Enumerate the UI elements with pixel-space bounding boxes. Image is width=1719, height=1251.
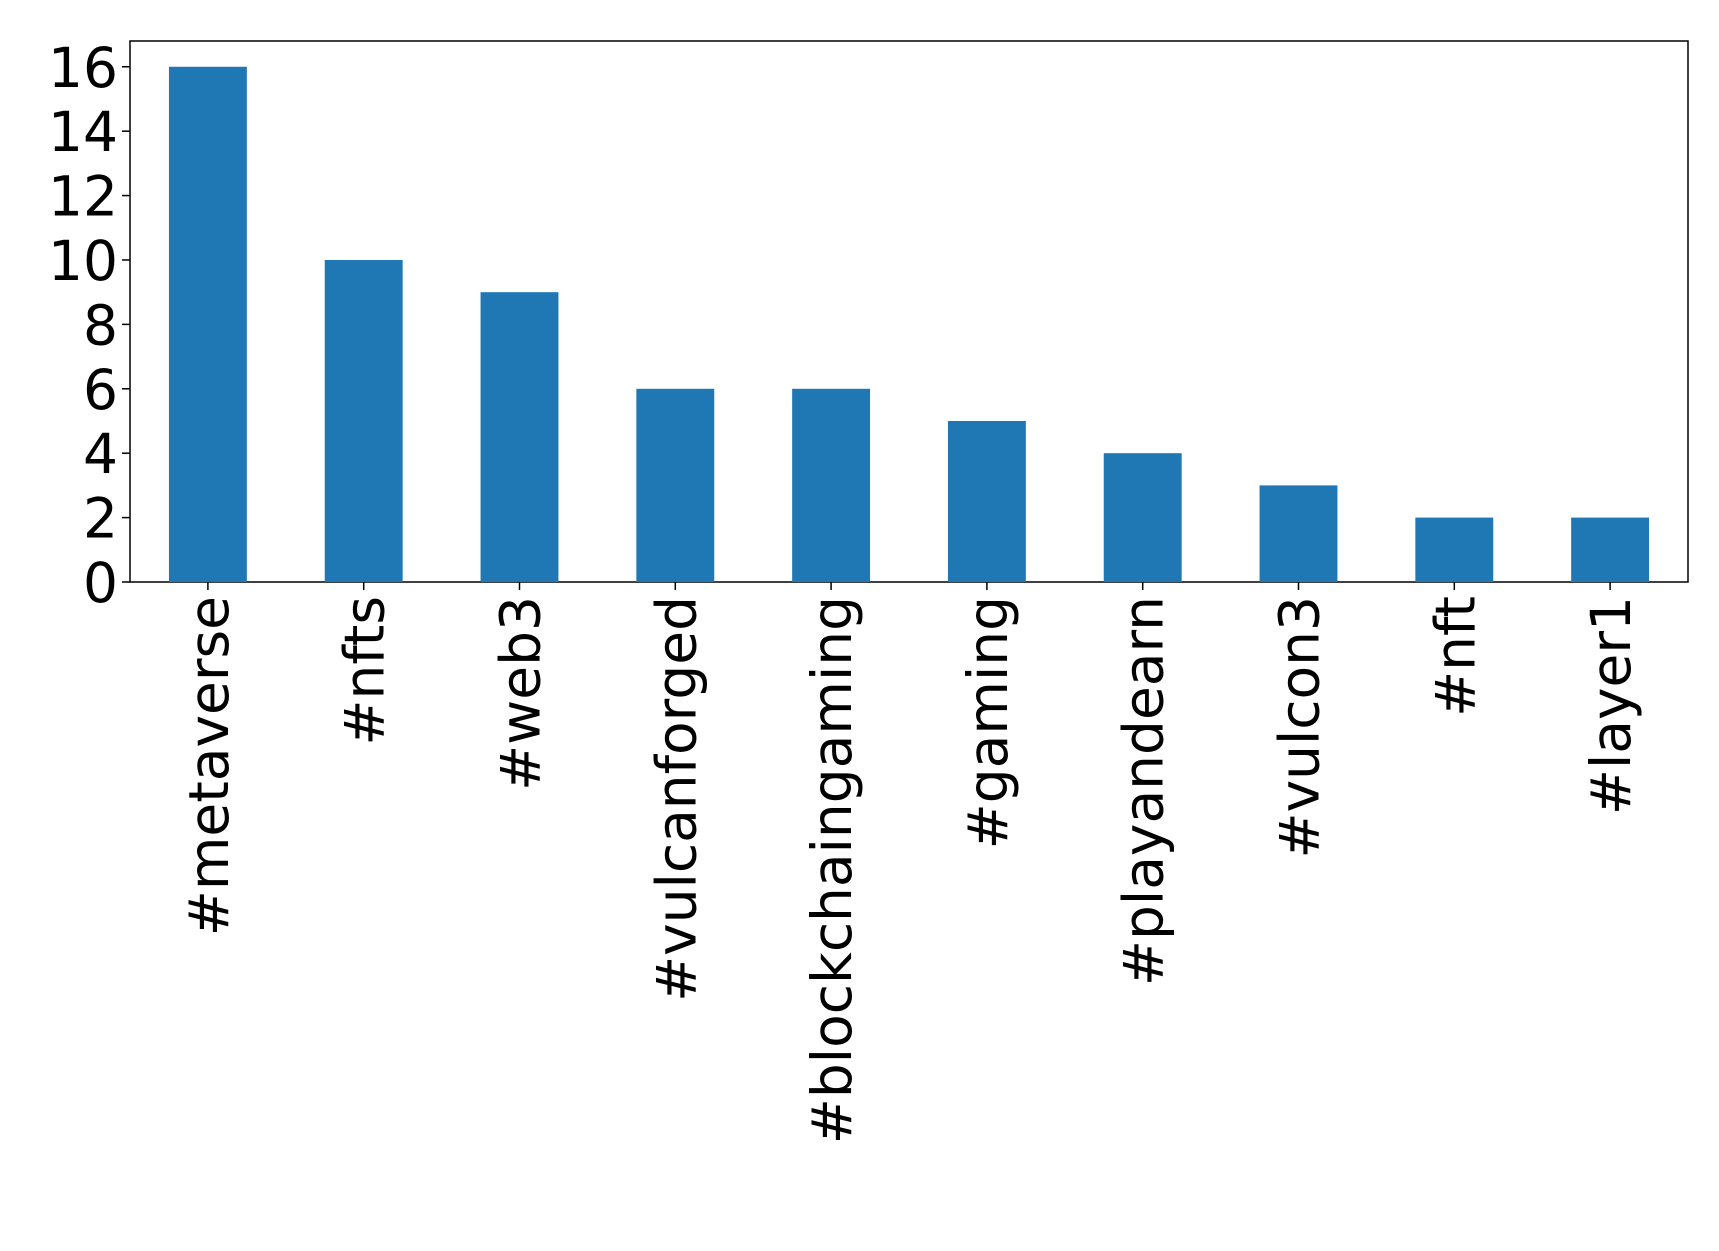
y-tick-label: 16 [48, 36, 118, 100]
bar [324, 259, 403, 582]
bar [1415, 517, 1494, 582]
y-tick-label: 12 [48, 165, 118, 229]
x-tick-label: #nft [1423, 596, 1487, 717]
bar [792, 388, 871, 582]
y-tick-label: 10 [48, 229, 118, 293]
x-tick-label: #metaverse [177, 596, 241, 936]
x-tick-label: #playandearn [1112, 596, 1176, 986]
y-tick-label: 0 [83, 551, 118, 615]
x-tick-label: #layer1 [1579, 596, 1643, 815]
x-tick-label: #vulcon3 [1268, 596, 1332, 859]
y-tick-label: 6 [83, 358, 118, 422]
bar [1103, 453, 1182, 582]
x-tick-label: #gaming [956, 596, 1020, 849]
y-tick-label: 8 [83, 293, 118, 357]
bar [1259, 485, 1338, 582]
bar [1571, 517, 1650, 582]
y-tick-label: 2 [83, 487, 118, 551]
y-tick-label: 4 [83, 422, 118, 486]
x-tick-label: #nfts [333, 596, 397, 746]
y-tick-label: 14 [48, 100, 118, 164]
bar [480, 292, 559, 582]
bar [947, 420, 1026, 582]
x-tick-label: #web3 [489, 596, 553, 791]
x-tick-label: #blockchaingaming [800, 596, 864, 1144]
bar [168, 66, 247, 582]
x-tick-label: #vulcanforged [644, 596, 708, 1002]
plot-frame [129, 40, 1689, 583]
bar [636, 388, 715, 582]
